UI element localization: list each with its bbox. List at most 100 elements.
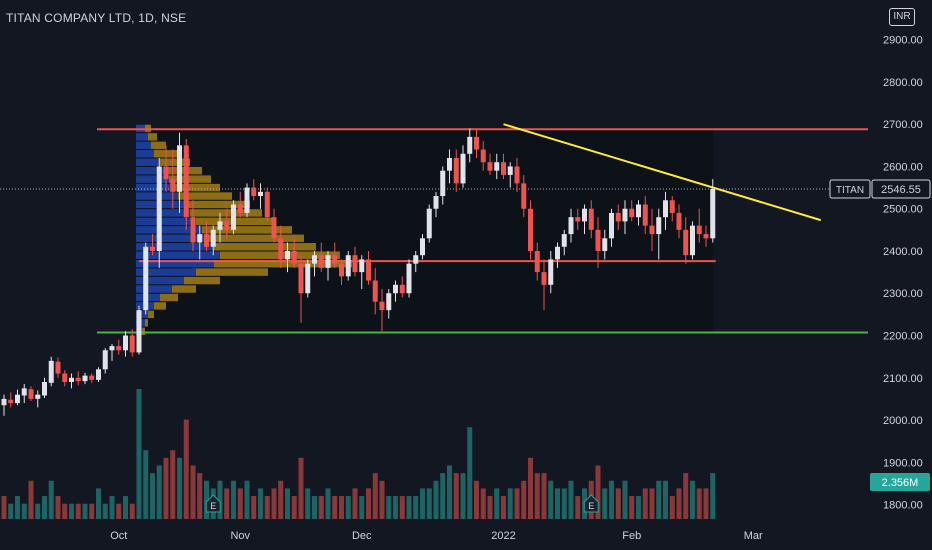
volume-bar — [271, 488, 277, 519]
price-axis[interactable]: 1800.00 1900.00 2000.00 2100.00 2200.00 2300.… — [868, 0, 932, 550]
volume-bar — [629, 496, 635, 519]
candle-body — [669, 200, 675, 213]
candle-body — [433, 196, 439, 209]
volume-bar — [534, 473, 540, 519]
candle-body — [406, 263, 412, 294]
time-axis[interactable]: Oct Nov Dec 2022 Feb Mar — [110, 530, 763, 542]
candle-body — [96, 369, 101, 380]
symbol-title[interactable]: TITAN COMPANY LTD, 1D, NSE — [6, 11, 187, 25]
candle-body — [102, 350, 108, 370]
profile-down-bar — [148, 133, 157, 141]
price-tick-label: 2600.00 — [883, 161, 923, 173]
candles-layer — [1, 128, 716, 416]
volume-bar — [237, 488, 243, 519]
volume-bar — [602, 488, 608, 519]
candle-body — [359, 259, 365, 273]
volume-bar — [561, 488, 567, 519]
volume-bar — [467, 427, 473, 519]
profile-down-bar — [172, 285, 196, 293]
volume-bar — [305, 488, 311, 519]
candle-body — [48, 360, 54, 383]
symbol-tag-box — [829, 179, 871, 199]
volume-bar — [109, 496, 115, 519]
volume-bar — [393, 496, 398, 519]
volume-bar — [278, 480, 284, 519]
volume-value-box — [870, 473, 930, 491]
volume-bar — [555, 488, 560, 519]
candle-body — [339, 263, 344, 277]
candle-body — [602, 238, 608, 251]
candle-body — [521, 183, 527, 209]
volume-bar — [190, 465, 196, 519]
candle-body — [21, 388, 27, 396]
price-tick-label: 2300.00 — [883, 288, 923, 300]
candle-body — [615, 212, 621, 222]
candle-body — [123, 335, 128, 351]
earnings-marker — [583, 494, 599, 513]
volume-bar — [102, 503, 108, 519]
candle-body — [683, 229, 689, 256]
candle-body — [285, 250, 290, 260]
profile-up-bar — [136, 175, 169, 183]
volume-bar — [696, 488, 702, 519]
volume-bar — [318, 496, 324, 519]
candle-body — [224, 221, 230, 230]
drawing-lines-layer[interactable] — [0, 123, 868, 334]
candle-body — [696, 225, 702, 235]
time-tick-label: Feb — [622, 530, 641, 542]
candle-body — [129, 335, 135, 353]
price-tick-label: 2100.00 — [883, 373, 923, 385]
volume-bar — [1, 496, 7, 519]
price-tick-label: 2500.00 — [883, 204, 923, 216]
volume-bar — [710, 473, 716, 519]
volume-bar — [426, 488, 432, 519]
candle-body — [89, 375, 95, 380]
candle-body — [237, 204, 243, 213]
candle-body — [453, 158, 459, 184]
volume-bar — [636, 496, 641, 519]
volume-bar — [541, 473, 547, 519]
volume-bar — [217, 480, 223, 519]
candle-body — [541, 272, 547, 285]
volume-bar — [163, 457, 169, 519]
volume-bar — [507, 488, 513, 519]
volume-bar — [35, 503, 41, 519]
volume-bar — [690, 480, 695, 519]
candle-body — [561, 234, 567, 247]
candle-body — [204, 234, 209, 247]
candle-body — [62, 373, 68, 382]
earnings-label: E — [588, 501, 594, 511]
volume-bar — [406, 496, 412, 519]
profile-down-bar — [160, 158, 190, 166]
profile-down-bar — [151, 141, 166, 150]
candle-body — [393, 284, 398, 294]
profile-down-bar — [145, 319, 148, 327]
volume-bar — [703, 488, 709, 519]
profile-up-bar — [136, 259, 214, 268]
volume-bar — [433, 480, 439, 519]
profile-up-bar — [136, 133, 148, 141]
last-price-value: 2546.55 — [881, 184, 921, 196]
volume-bar — [177, 457, 182, 519]
profile-up-bar — [136, 183, 172, 192]
candle-body — [312, 255, 317, 264]
volume-bar — [494, 488, 500, 519]
volume-bar — [69, 503, 74, 519]
candle-body — [582, 208, 587, 222]
volume-bar — [258, 488, 263, 519]
candle-body — [170, 179, 176, 192]
volume-bar — [521, 480, 527, 519]
candle-body — [352, 255, 358, 273]
candle-body — [507, 166, 513, 175]
candle-body — [75, 377, 81, 382]
candle-body — [595, 229, 601, 251]
volume-bar — [453, 473, 459, 519]
candle-body — [568, 217, 574, 235]
candle-body — [291, 250, 297, 264]
volume-bar — [622, 480, 628, 519]
candle-body — [514, 166, 520, 184]
candle-body — [332, 255, 338, 264]
trendline — [503, 123, 822, 222]
currency-badge[interactable]: INR — [889, 8, 915, 26]
